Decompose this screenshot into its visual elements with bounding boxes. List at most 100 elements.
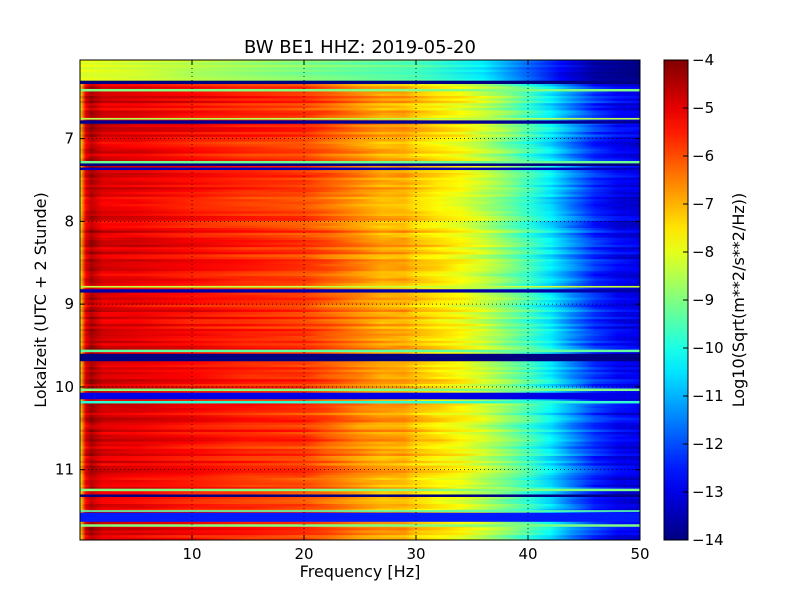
- spectrogram-row: [80, 69, 640, 73]
- spectrogram-row: [80, 60, 640, 63]
- spectrogram-row: [80, 110, 640, 114]
- spectrogram-row: [80, 427, 640, 431]
- spectrogram-row: [80, 381, 640, 385]
- data-gaps: [80, 80, 640, 527]
- spectrogram-row: [80, 93, 640, 97]
- colorbar-ticks: −4 −5 −6 −7 −8 −9 −10 −11 −12 −13 −14: [683, 51, 724, 549]
- spectrogram-row: [80, 182, 640, 186]
- y-axis-ticks: 7 8 9 10 11: [55, 130, 640, 479]
- spectrogram-row: [80, 312, 640, 315]
- spectrogram-row: [80, 376, 640, 380]
- spectrogram-row: [80, 156, 640, 159]
- spectrogram-row: [80, 129, 640, 133]
- colorbar-tick-label: −11: [692, 387, 724, 405]
- spectrogram-row: [80, 470, 640, 474]
- spectrogram-row: [80, 151, 640, 155]
- spectrogram-row: [80, 124, 640, 128]
- spectrogram-row: [80, 458, 640, 462]
- spectrogram-row: [80, 364, 640, 368]
- data-gap-band: [80, 388, 640, 392]
- grid-lines: [80, 60, 640, 540]
- spectrogram-row: [80, 362, 640, 366]
- spectrogram-row: [80, 266, 640, 270]
- spectrogram-row: [80, 172, 640, 176]
- spectrogram-row: [80, 336, 640, 339]
- spectrogram-row: [80, 139, 640, 143]
- colorbar-tick-label: −7: [692, 195, 714, 213]
- x-axis-ticks: 10 20 30 40 50: [182, 60, 650, 563]
- spectrogram-row: [80, 408, 640, 411]
- spectrogram-row: [80, 256, 640, 260]
- spectrogram-row: [80, 484, 640, 488]
- spectrogram-row: [80, 180, 640, 183]
- spectrogram-row: [80, 314, 640, 318]
- spectrogram-row: [80, 446, 640, 450]
- spectrogram-row: [80, 204, 640, 207]
- x-tick-label: 50: [630, 545, 649, 563]
- spectrogram-row: [80, 415, 640, 419]
- spectrogram-row: [80, 230, 640, 234]
- spectrogram-row: [80, 453, 640, 457]
- spectrogram-row: [80, 96, 640, 99]
- spectrogram-row: [80, 424, 640, 428]
- spectrogram-row: [80, 211, 640, 215]
- spectrogram-row: [80, 295, 640, 299]
- spectrogram-row: [80, 158, 640, 162]
- spectrogram-row: [80, 492, 640, 495]
- y-axis-label: Lokalzeit (UTC + 2 Stunde): [31, 192, 50, 407]
- data-gap-band: [80, 163, 640, 166]
- data-gap-band: [80, 167, 640, 171]
- spectrogram-row: [80, 316, 640, 320]
- spectrogram-row: [80, 259, 640, 263]
- spectrogram-row: [80, 520, 640, 524]
- colorbar-tick-label: −9: [692, 291, 714, 309]
- spectrogram-row: [80, 62, 640, 66]
- spectrogram-row: [80, 451, 640, 455]
- chart-title: BW BE1 HHZ: 2019-05-20: [244, 37, 476, 58]
- spectrogram-row: [80, 213, 640, 217]
- spectrogram-row: [80, 134, 640, 138]
- y-tick-label: 10: [55, 378, 74, 396]
- spectrogram-row: [80, 472, 640, 476]
- spectrogram-row: [80, 278, 640, 282]
- spectrogram-row: [80, 321, 640, 325]
- data-gap-band: [80, 117, 640, 120]
- spectrogram-row: [80, 319, 640, 323]
- spectrogram-row: [80, 148, 640, 152]
- spectrogram-row: [80, 537, 640, 540]
- spectrogram-row: [80, 208, 640, 212]
- colorbar-tick-label: −8: [692, 243, 714, 261]
- spectrogram-row: [80, 417, 640, 421]
- spectrogram-row: [80, 307, 640, 311]
- spectrogram-row: [80, 220, 640, 224]
- y-tick-label: 8: [64, 212, 74, 230]
- spectrogram-row: [80, 223, 640, 227]
- spectrogram-row: [80, 175, 640, 179]
- spectrogram-row: [80, 240, 640, 243]
- spectrogram-row: [80, 86, 640, 90]
- spectrogram-row: [80, 187, 640, 191]
- spectrogram-row: [80, 444, 640, 447]
- spectrogram-row: [80, 412, 640, 416]
- data-gap-band: [80, 488, 640, 492]
- spectrogram-row: [80, 170, 640, 174]
- spectrogram-row: [80, 74, 640, 78]
- spectrogram-row: [80, 105, 640, 109]
- spectrogram-row: [80, 532, 640, 536]
- spectrogram-row: [80, 343, 640, 347]
- colorbar-tick-label: −14: [692, 531, 724, 549]
- spectrogram-row: [80, 112, 640, 116]
- spectrogram-row: [80, 201, 640, 205]
- spectrogram-row: [80, 499, 640, 503]
- colorbar: −4 −5 −6 −7 −8 −9 −10 −11 −12 −13 −14 Log10(Sqrt(m…: [663, 51, 748, 549]
- spectrogram-row: [80, 67, 640, 71]
- spectrogram-row: [80, 237, 640, 241]
- spectrogram-row: [80, 304, 640, 308]
- x-axis-label: Frequency [Hz]: [300, 562, 421, 581]
- spectrogram-row: [80, 268, 640, 272]
- y-tick-label: 11: [55, 461, 74, 479]
- colorbar-tick-label: −10: [692, 339, 724, 357]
- spectrogram: [80, 60, 640, 540]
- colorbar-tick-label: −4: [692, 51, 714, 69]
- spectrogram-row: [80, 480, 640, 483]
